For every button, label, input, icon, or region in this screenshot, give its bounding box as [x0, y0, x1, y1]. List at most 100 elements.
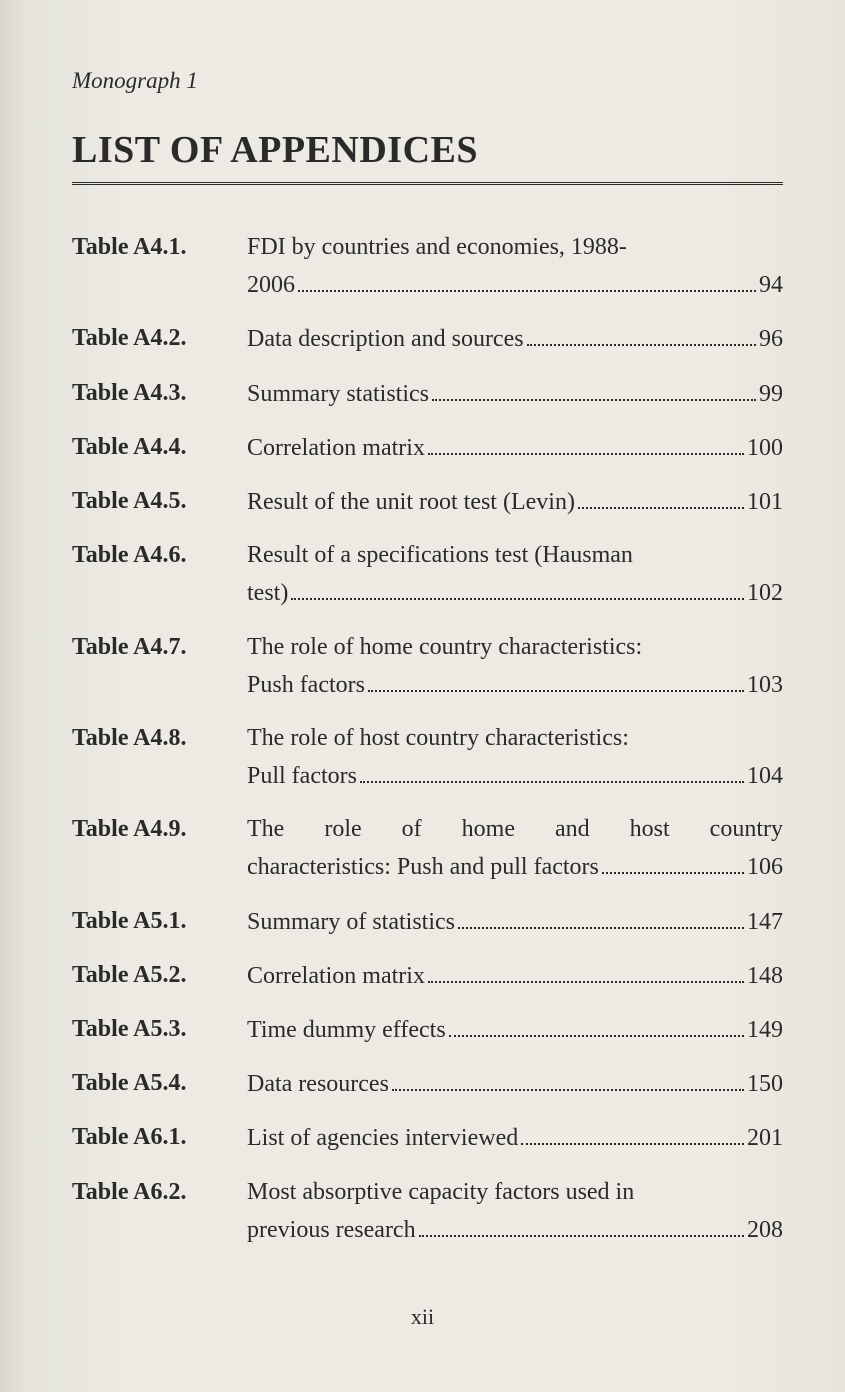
toc-entry-text: previous research: [247, 1212, 416, 1249]
dot-leader: [291, 574, 744, 600]
toc-entry: Table A5.1.Summary of statistics 147: [72, 903, 783, 941]
dot-leader: [527, 320, 756, 346]
toc-entry-text: Result of the unit root test (Levin): [247, 484, 575, 521]
page-folio: xii: [0, 1304, 845, 1330]
toc-entry-text: 2006: [247, 267, 295, 304]
toc-entry: Table A5.2.Correlation matrix 148: [72, 957, 783, 995]
dot-leader: [428, 957, 744, 983]
dot-leader: [360, 757, 744, 783]
dot-leader: [298, 266, 756, 292]
toc-entry-page: 106: [747, 849, 783, 886]
toc-entry-page: 208: [747, 1212, 783, 1249]
toc-entry: Table A4.9.The role of home and host cou…: [72, 811, 783, 886]
dot-leader: [449, 1011, 744, 1037]
toc-entry-page: 104: [747, 758, 783, 795]
toc-entry-text: List of agencies interviewed: [247, 1120, 518, 1157]
toc-entry-desc: The role of host country characteristics…: [247, 720, 783, 795]
toc-entry-text: Data description and sources: [247, 321, 524, 358]
toc-entry-text: Pull factors: [247, 758, 357, 795]
toc-entry-text: The role of home and host country: [247, 811, 783, 848]
toc-entry-label: Table A4.9.: [72, 811, 247, 848]
toc-entry: Table A4.8.The role of host country char…: [72, 720, 783, 795]
toc-entry-text: Time dummy effects: [247, 1012, 446, 1049]
toc-entry-text: Data resources: [247, 1066, 389, 1103]
dot-leader: [392, 1065, 744, 1091]
toc-entry-label: Table A5.4.: [72, 1065, 247, 1102]
toc-entry: Table A4.6.Result of a specifications te…: [72, 537, 783, 612]
toc-entry-label: Table A6.1.: [72, 1119, 247, 1156]
toc-entry-text: test): [247, 575, 288, 612]
toc-entry-label: Table A4.8.: [72, 720, 247, 757]
toc-entry-desc: Result of a specifications test (Hausman…: [247, 537, 783, 612]
dot-leader: [419, 1211, 744, 1237]
toc-entry-text: Correlation matrix: [247, 958, 425, 995]
dot-leader: [368, 666, 744, 692]
toc-entry-text: FDI by countries and economies, 1988-: [247, 229, 627, 266]
dot-leader: [521, 1119, 744, 1145]
toc-entry-desc: The role of home and host countrycharact…: [247, 811, 783, 886]
toc-entry-desc: The role of home country characteristics…: [247, 629, 783, 704]
toc-entry-page: 149: [747, 1012, 783, 1049]
toc-entry-text: Summary of statistics: [247, 904, 455, 941]
toc-entry-desc: Correlation matrix 100: [247, 429, 783, 467]
toc-entry-label: Table A5.3.: [72, 1011, 247, 1048]
toc-entry-page: 99: [759, 376, 783, 413]
toc-entry-page: 148: [747, 958, 783, 995]
toc-entry-desc: FDI by countries and economies, 1988-200…: [247, 229, 783, 304]
toc-entry-page: 100: [747, 430, 783, 467]
toc-entry-page: 103: [747, 667, 783, 704]
toc-entry-page: 201: [747, 1120, 783, 1157]
toc-entry: Table A6.1.List of agencies interviewed 2…: [72, 1119, 783, 1157]
toc-entry: Table A4.4.Correlation matrix 100: [72, 429, 783, 467]
toc-entry-label: Table A4.2.: [72, 320, 247, 357]
toc-entry-label: Table A4.3.: [72, 375, 247, 412]
dot-leader: [578, 483, 744, 509]
dot-leader: [458, 903, 744, 929]
toc-entry-label: Table A6.2.: [72, 1174, 247, 1211]
toc-entry-text: Result of a specifications test (Hausman: [247, 537, 633, 574]
toc-entry-label: Table A5.1.: [72, 903, 247, 940]
toc-entry-desc: Data resources 150: [247, 1065, 783, 1103]
dot-leader: [428, 429, 744, 455]
toc-entry-page: 101: [747, 484, 783, 521]
toc-entry: Table A4.2.Data description and sources9…: [72, 320, 783, 358]
title-rule: [72, 182, 783, 189]
toc-entry-desc: Data description and sources96: [247, 320, 783, 358]
toc-entry-text: Most absorptive capacity factors used in: [247, 1174, 634, 1211]
toc-entry-label: Table A4.1.: [72, 229, 247, 266]
toc-entry-text: Summary statistics: [247, 376, 429, 413]
toc-entry-desc: Most absorptive capacity factors used in…: [247, 1174, 783, 1249]
toc-entry-desc: Summary statistics 99: [247, 375, 783, 413]
dot-leader: [432, 375, 756, 401]
toc-entry-text: Correlation matrix: [247, 430, 425, 467]
toc-entry-label: Table A4.4.: [72, 429, 247, 466]
toc-entry-desc: Summary of statistics 147: [247, 903, 783, 941]
toc-entry: Table A4.3.Summary statistics 99: [72, 375, 783, 413]
toc-entry-label: Table A4.5.: [72, 483, 247, 520]
toc-entry-page: 94: [759, 267, 783, 304]
toc-entry-label: Table A5.2.: [72, 957, 247, 994]
toc-entry: Table A6.2.Most absorptive capacity fact…: [72, 1174, 783, 1249]
running-head: Monograph 1: [72, 68, 783, 94]
toc-entry: Table A5.3.Time dummy effects 149: [72, 1011, 783, 1049]
toc-entry-label: Table A4.6.: [72, 537, 247, 574]
toc-entry-text: The role of home country characteristics…: [247, 629, 642, 666]
toc-entry: Table A4.1.FDI by countries and economie…: [72, 229, 783, 304]
toc-entry-page: 102: [747, 575, 783, 612]
toc-entry-desc: List of agencies interviewed 201: [247, 1119, 783, 1157]
toc-entry-desc: Correlation matrix 148: [247, 957, 783, 995]
toc-entry-desc: Time dummy effects 149: [247, 1011, 783, 1049]
toc-entry: Table A4.7.The role of home country char…: [72, 629, 783, 704]
toc-entry: Table A4.5.Result of the unit root test …: [72, 483, 783, 521]
toc-entry-desc: Result of the unit root test (Levin) 101: [247, 483, 783, 521]
page: Monograph 1 LIST OF APPENDICES Table A4.…: [0, 0, 845, 1392]
appendix-list: Table A4.1.FDI by countries and economie…: [72, 229, 783, 1249]
page-title: LIST OF APPENDICES: [72, 128, 783, 172]
toc-entry-page: 147: [747, 904, 783, 941]
toc-entry-page: 150: [747, 1066, 783, 1103]
dot-leader: [602, 848, 744, 874]
toc-entry: Table A5.4.Data resources 150: [72, 1065, 783, 1103]
toc-entry-text: characteristics: Push and pull factors: [247, 849, 599, 886]
toc-entry-label: Table A4.7.: [72, 629, 247, 666]
toc-entry-text: Push factors: [247, 667, 365, 704]
